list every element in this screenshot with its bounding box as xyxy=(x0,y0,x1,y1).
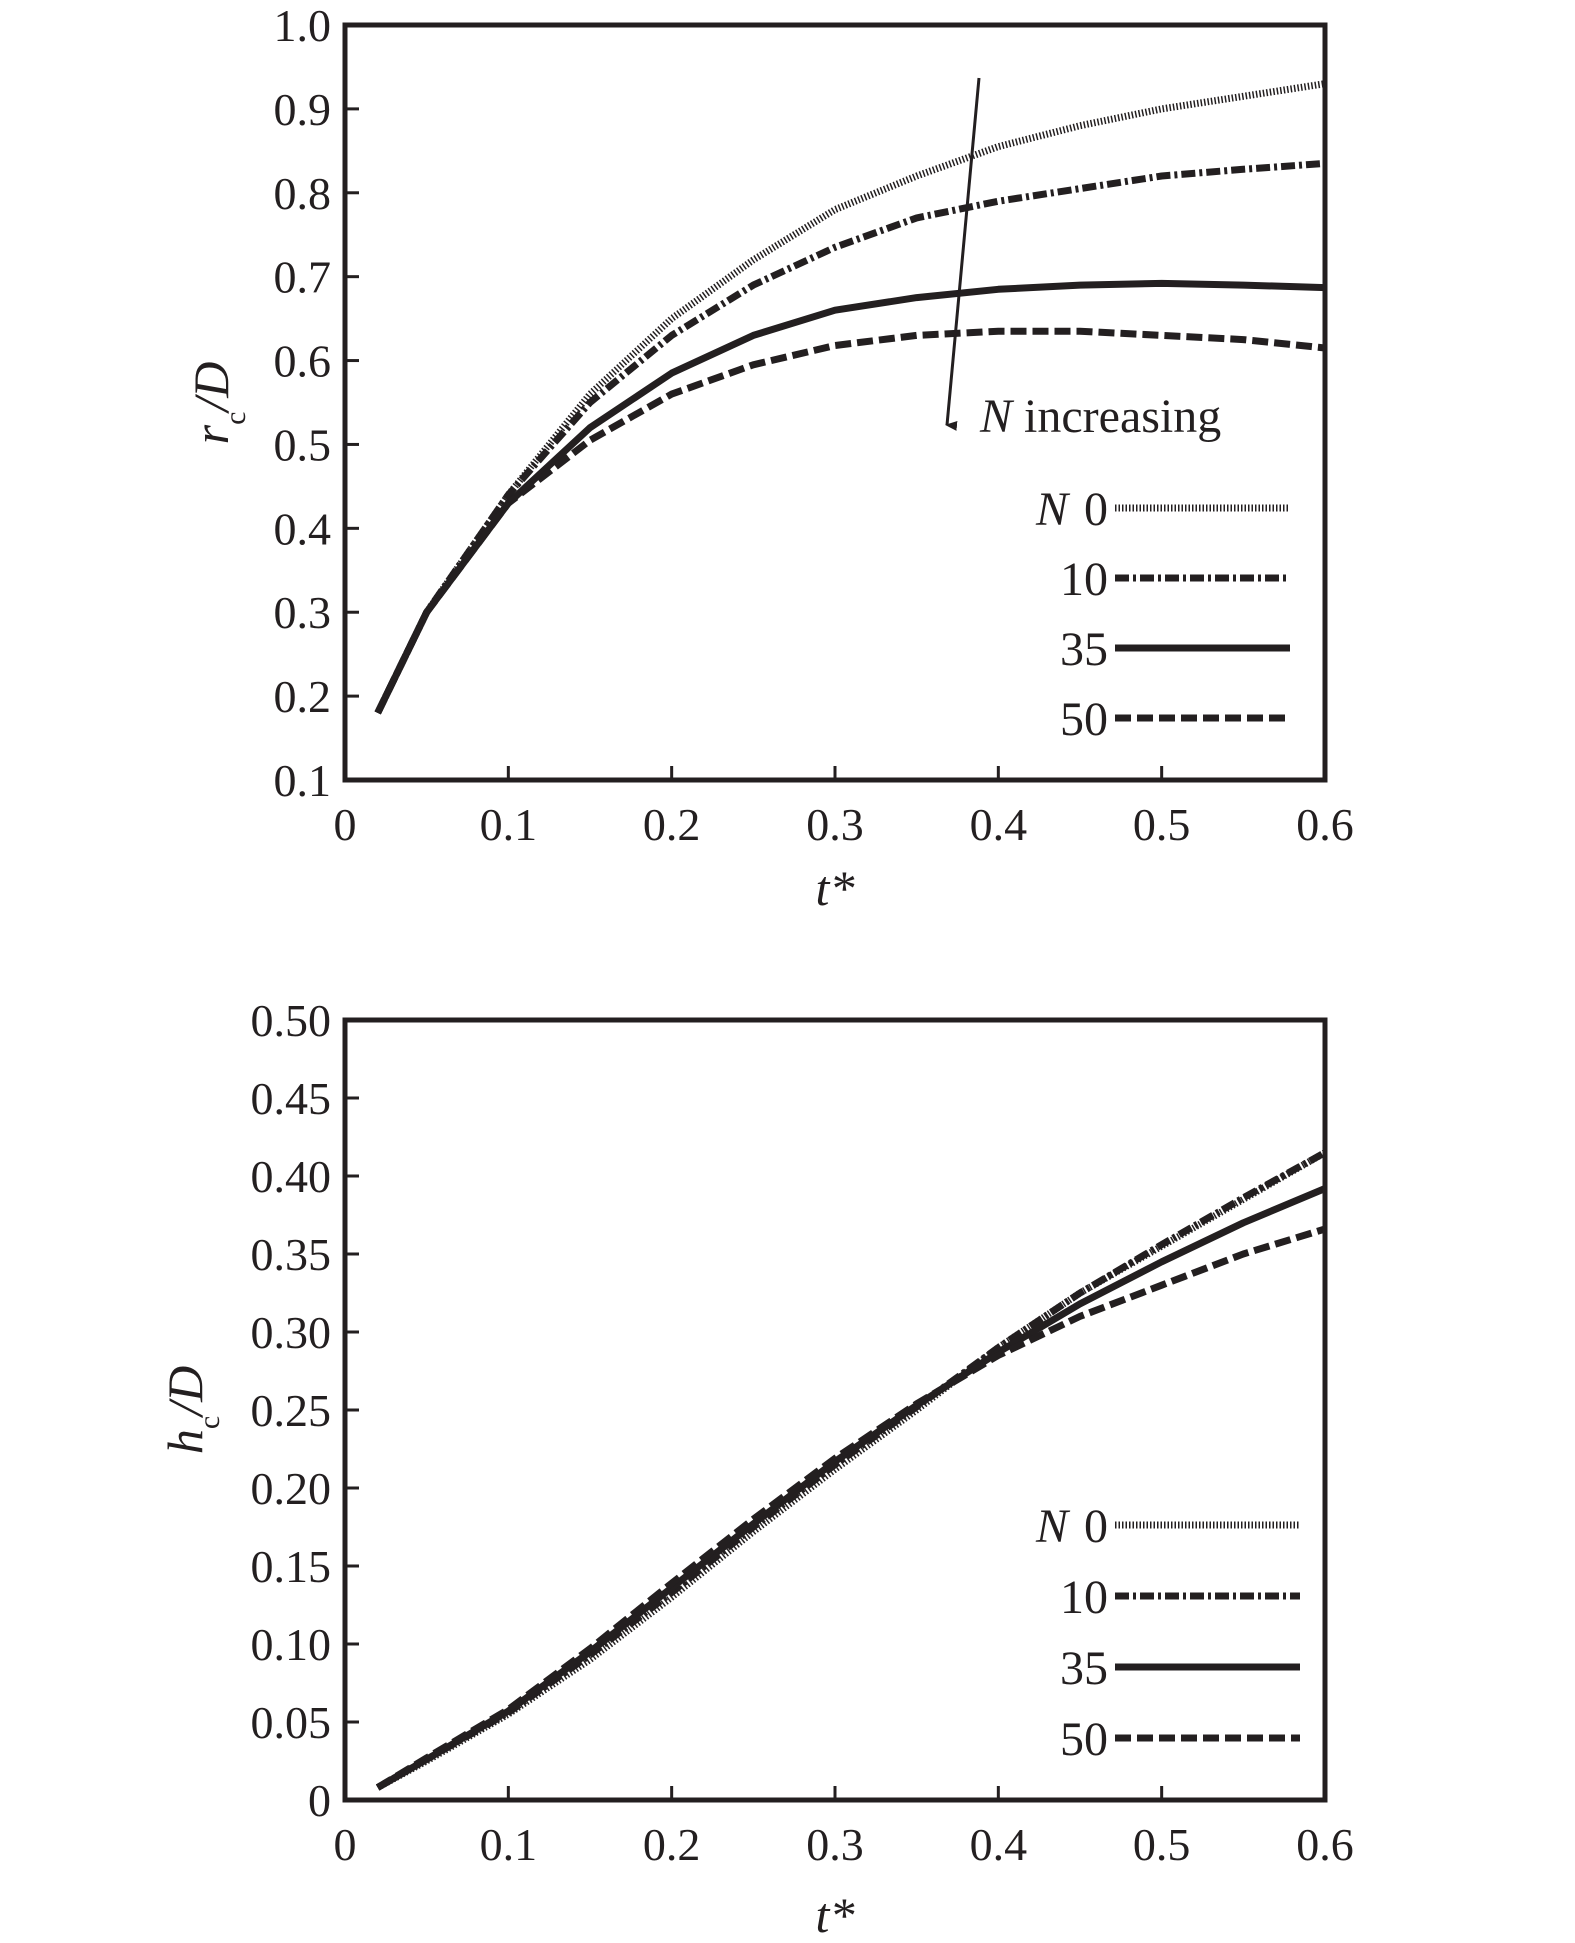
top-x-tick-label: 0 xyxy=(334,799,357,850)
bottom-y-tick-label: 0.25 xyxy=(251,1385,332,1436)
bottom-x-tick-label: 0.5 xyxy=(1133,1819,1191,1870)
bottom-legend-title: N xyxy=(1035,1500,1071,1553)
n-increasing-annotation: N increasing xyxy=(979,390,1221,443)
bottom-y-tick-label: 0.50 xyxy=(251,995,332,1046)
bottom-x-tick-label: 0.6 xyxy=(1296,1819,1354,1870)
chart-bottom: 0 0.1 0.2 0.3 0.4 0.5 0.6 0 0.05 0.10 0.15 0.20 0.25… xyxy=(157,995,1354,1943)
bottom-x-tick-label: 0.1 xyxy=(480,1819,538,1870)
top-y-tick-label: 0.7 xyxy=(274,252,332,303)
bottom-legend-label-n50: 50 xyxy=(1060,1713,1108,1766)
top-legend-label-n35: 35 xyxy=(1060,623,1108,676)
n-increasing-arrow xyxy=(945,77,981,431)
top-y-tick-label: 1.0 xyxy=(274,0,332,51)
bottom-legend-label-n0: 0 xyxy=(1084,1500,1108,1553)
bottom-y-tick-label: 0.05 xyxy=(251,1697,332,1748)
top-x-tick-label: 0.1 xyxy=(480,799,538,850)
bottom-legend-label-n35: 35 xyxy=(1060,1642,1108,1695)
bottom-y-tick-label: 0.20 xyxy=(251,1463,332,1514)
bottom-plot-frame xyxy=(342,1017,1328,1803)
bottom-x-tick-label: 0 xyxy=(334,1819,357,1870)
bottom-legend: 0N 10 35 50 xyxy=(1035,1500,1300,1766)
top-legend-title: N xyxy=(1035,483,1071,536)
bottom-y-tick-label: 0.15 xyxy=(251,1541,332,1592)
chart-top: 0 0.1 0.2 0.3 0.4 0.5 0.60.10.20.30.40.50.60.7… xyxy=(183,0,1354,916)
top-x-tick-label: 0.4 xyxy=(970,799,1028,850)
bottom-y-tick-label: 0.40 xyxy=(251,1151,332,1202)
bottom-series-line-n50 xyxy=(375,1225,1327,1791)
bottom-y-axis-label: hc/D xyxy=(157,1366,226,1454)
bottom-y-tick-label: 0.45 xyxy=(251,1073,332,1124)
top-series-line-n50 xyxy=(374,327,1326,715)
top-legend: 0N 10 35 50 xyxy=(1035,483,1290,746)
top-x-tick-label: 0.6 xyxy=(1296,799,1354,850)
top-legend-label-n10: 10 xyxy=(1060,553,1108,606)
bottom-x-tick-label: 0.4 xyxy=(970,1819,1028,1870)
top-x-tick-label: 0.3 xyxy=(806,799,864,850)
top-y-tick-label: 0.4 xyxy=(274,503,332,554)
top-y-tick-label: 0.8 xyxy=(274,168,332,219)
bottom-y-tick-label: 0.35 xyxy=(251,1229,332,1280)
bottom-x-tick-label: 0.2 xyxy=(643,1819,701,1870)
top-y-tick-label: 0.2 xyxy=(274,671,332,722)
top-y-tick-label: 0.3 xyxy=(274,587,332,638)
top-x-axis-label: t* xyxy=(816,860,855,916)
top-y-tick-label: 0.5 xyxy=(274,419,332,470)
bottom-legend-label-n10: 10 xyxy=(1060,1571,1108,1624)
top-legend-label-n0: 0 xyxy=(1084,483,1108,536)
bottom-y-tick-label: 0 xyxy=(308,1775,331,1826)
bottom-ticks-group: 0 0.1 0.2 0.3 0.4 0.5 0.6 0 0.05 0.10 0.15 0.20 0.25… xyxy=(251,995,1354,1870)
top-y-tick-label: 0.6 xyxy=(274,336,332,387)
top-x-tick-label: 0.5 xyxy=(1133,799,1191,850)
bottom-y-tick-label: 0.10 xyxy=(251,1619,332,1670)
top-x-tick-label: 0.2 xyxy=(643,799,701,850)
top-legend-label-n50: 50 xyxy=(1060,693,1108,746)
top-y-axis-label: rc/D xyxy=(183,362,252,445)
top-y-tick-label: 0.1 xyxy=(274,755,332,806)
bottom-x-axis-label: t* xyxy=(816,1887,855,1943)
top-ticks-group: 0 0.1 0.2 0.3 0.4 0.5 0.60.10.20.30.40.50.60.7… xyxy=(274,0,1354,850)
bottom-series-group xyxy=(375,1149,1327,1791)
top-y-tick-label: 0.9 xyxy=(274,84,332,135)
top-series-group xyxy=(374,80,1326,715)
bottom-x-tick-label: 0.3 xyxy=(806,1819,864,1870)
bottom-y-tick-label: 0.30 xyxy=(251,1307,332,1358)
top-series-line-n10 xyxy=(374,159,1326,715)
